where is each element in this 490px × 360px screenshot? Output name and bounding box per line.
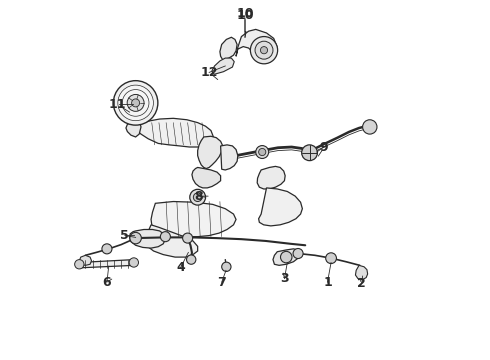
Circle shape bbox=[132, 99, 140, 107]
Polygon shape bbox=[126, 121, 141, 137]
Polygon shape bbox=[212, 58, 234, 74]
Text: 3: 3 bbox=[280, 272, 289, 285]
Circle shape bbox=[113, 81, 158, 125]
Polygon shape bbox=[79, 255, 92, 265]
Text: 12: 12 bbox=[200, 66, 218, 79]
Circle shape bbox=[280, 251, 292, 263]
Polygon shape bbox=[220, 145, 238, 170]
Circle shape bbox=[194, 193, 202, 202]
Polygon shape bbox=[79, 260, 134, 268]
Polygon shape bbox=[236, 30, 277, 62]
Polygon shape bbox=[146, 225, 197, 257]
Polygon shape bbox=[151, 202, 236, 237]
Text: 4: 4 bbox=[176, 261, 185, 274]
Circle shape bbox=[259, 148, 266, 156]
Text: 8: 8 bbox=[194, 190, 203, 203]
Circle shape bbox=[293, 248, 303, 258]
Circle shape bbox=[160, 231, 171, 242]
Circle shape bbox=[190, 189, 205, 205]
Text: 10: 10 bbox=[236, 9, 254, 22]
Text: 5: 5 bbox=[121, 229, 129, 242]
Text: 10: 10 bbox=[236, 7, 254, 20]
Circle shape bbox=[127, 94, 144, 111]
Text: 6: 6 bbox=[102, 276, 111, 289]
Polygon shape bbox=[355, 265, 368, 280]
Polygon shape bbox=[192, 167, 220, 188]
Text: 2: 2 bbox=[357, 278, 366, 291]
Polygon shape bbox=[136, 118, 214, 147]
Circle shape bbox=[221, 262, 231, 271]
Circle shape bbox=[129, 258, 139, 267]
Polygon shape bbox=[220, 37, 237, 60]
Circle shape bbox=[118, 85, 153, 121]
Circle shape bbox=[250, 37, 278, 64]
Circle shape bbox=[363, 120, 377, 134]
Polygon shape bbox=[273, 249, 299, 265]
Text: 9: 9 bbox=[319, 141, 328, 154]
Text: 11: 11 bbox=[109, 98, 126, 111]
Circle shape bbox=[255, 41, 273, 59]
Polygon shape bbox=[129, 229, 166, 248]
Circle shape bbox=[122, 90, 149, 116]
Circle shape bbox=[130, 232, 141, 244]
Text: 7: 7 bbox=[218, 276, 226, 289]
Circle shape bbox=[74, 260, 84, 269]
Polygon shape bbox=[257, 166, 285, 189]
Polygon shape bbox=[197, 136, 223, 168]
Circle shape bbox=[260, 46, 268, 54]
Circle shape bbox=[256, 145, 269, 158]
Circle shape bbox=[102, 244, 112, 254]
Circle shape bbox=[183, 233, 193, 243]
Text: 1: 1 bbox=[323, 276, 332, 289]
Circle shape bbox=[302, 145, 318, 161]
Circle shape bbox=[326, 253, 337, 264]
Polygon shape bbox=[259, 188, 302, 226]
Circle shape bbox=[187, 255, 196, 264]
